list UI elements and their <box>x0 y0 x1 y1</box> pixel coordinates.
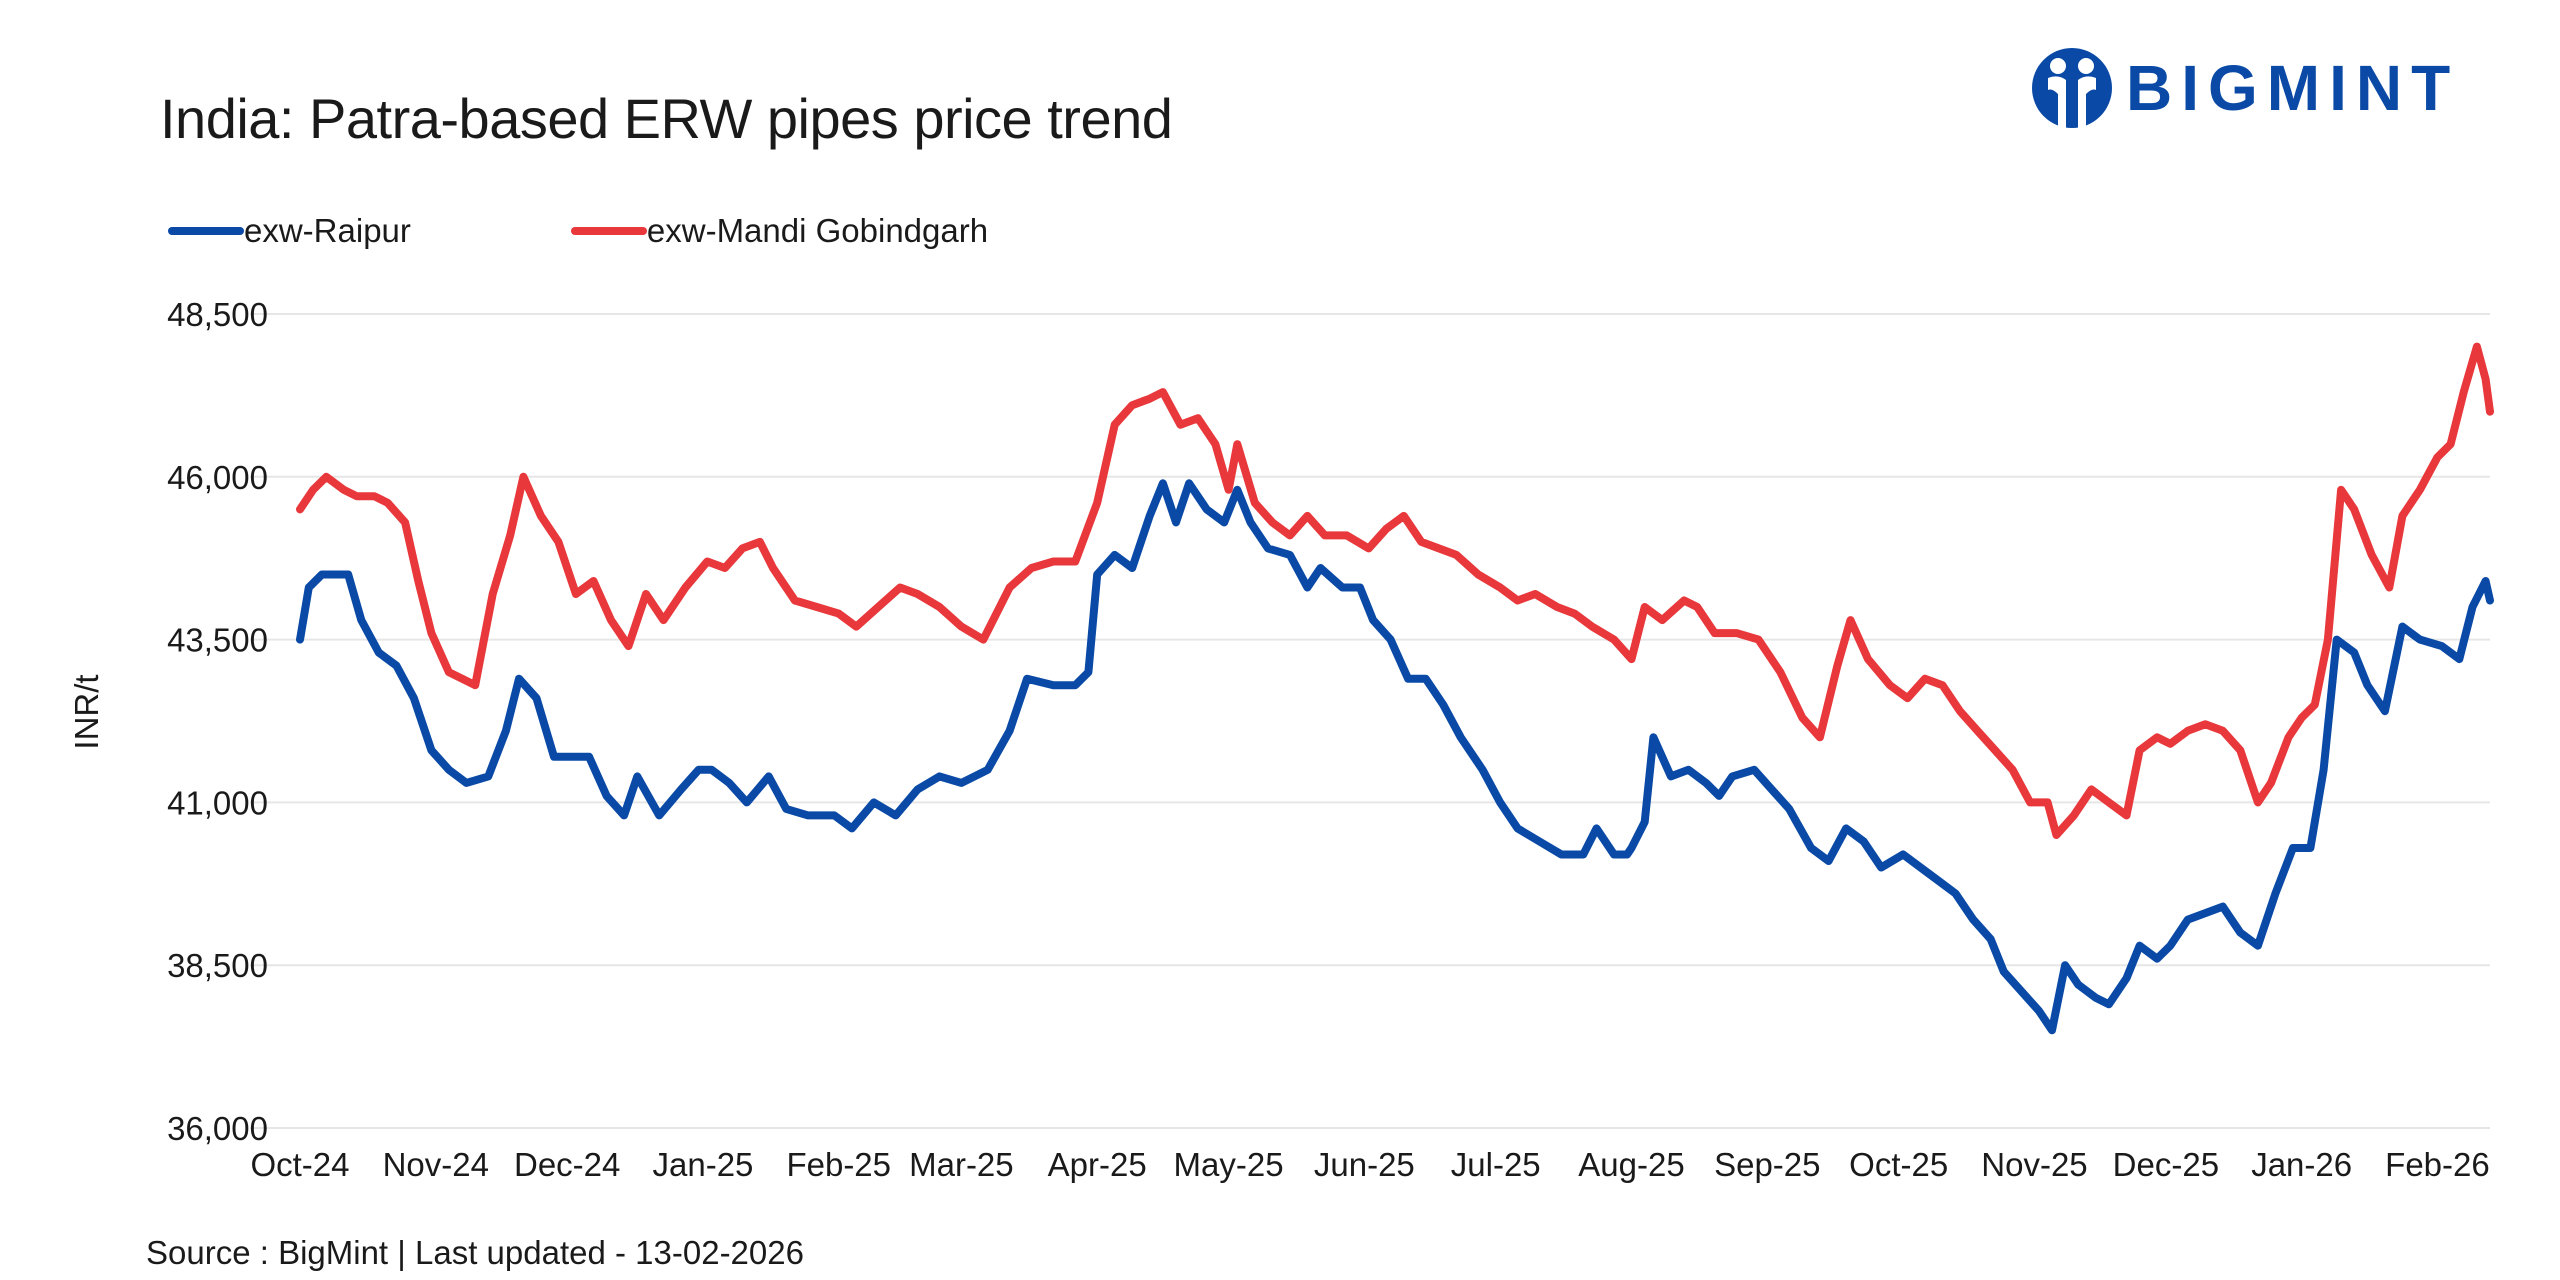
x-tick-label: Nov-24 <box>383 1146 489 1183</box>
y-tick-label: 43,500 <box>167 622 268 659</box>
legend-label-mandi: exw-Mandi Gobindgarh <box>646 212 989 249</box>
x-tick-label: Apr-25 <box>1048 1146 1147 1183</box>
x-tick-label: Jul-25 <box>1451 1146 1541 1183</box>
bigmint-logo-icon <box>2032 48 2112 128</box>
x-tick-label: Dec-25 <box>2113 1146 2219 1183</box>
x-tick-label: Oct-24 <box>250 1146 349 1183</box>
series-line-raipur <box>296 479 2494 1035</box>
grid-lines <box>250 313 2490 1129</box>
x-tick-label: Jan-25 <box>653 1146 754 1183</box>
x-tick-label: Mar-25 <box>909 1146 1014 1183</box>
y-axis-title: INR/t <box>68 674 105 749</box>
x-tick-label: Feb-25 <box>786 1146 891 1183</box>
legend-item-raipur: exw-Raipur <box>168 212 411 250</box>
x-tick-label: May-25 <box>1174 1146 1284 1183</box>
x-tick-labels: Oct-24 Nov-24 Dec-24 Jan-25 Feb-25 Mar-25 Apr-… <box>250 1146 2489 1183</box>
source-note: Source : BigMint | Last updated - 13-02-… <box>146 1234 804 1271</box>
x-tick-label: Aug-25 <box>1578 1146 1684 1183</box>
chart-title: India: Patra-based ERW pipes price trend <box>160 87 1173 150</box>
legend-label-raipur: exw-Raipur <box>244 212 411 249</box>
legend-swatch-mandi <box>570 227 647 235</box>
legend-swatch-raipur <box>168 227 244 235</box>
x-tick-label: Jun-25 <box>1314 1146 1415 1183</box>
x-tick-label: Dec-24 <box>514 1146 620 1183</box>
x-tick-label: Oct-25 <box>1849 1146 1948 1183</box>
series-line-mandi-gobindgarh <box>296 342 2494 839</box>
y-tick-label: 41,000 <box>167 784 268 821</box>
series-lines <box>296 342 2494 1035</box>
x-tick-label: Jan-26 <box>2251 1146 2352 1183</box>
x-tick-label: Sep-25 <box>1714 1146 1820 1183</box>
brand-name: BIGMINT <box>2126 52 2460 124</box>
x-tick-label: Feb-26 <box>2385 1146 2490 1183</box>
y-tick-label: 46,000 <box>167 459 268 496</box>
bigmint-logo: BIGMINT <box>2030 44 2459 132</box>
y-tick-labels: 36,000 38,500 41,000 43,500 46,000 48,500 <box>167 296 268 1147</box>
x-tick-label: Nov-25 <box>1981 1146 2087 1183</box>
y-tick-label: 36,000 <box>167 1110 268 1147</box>
y-tick-label: 38,500 <box>167 947 268 984</box>
chart-legend: exw-Raipur exw-Mandi Gobindgarh <box>168 212 988 250</box>
y-tick-label: 48,500 <box>167 296 268 333</box>
legend-item-mandi: exw-Mandi Gobindgarh <box>570 212 989 250</box>
